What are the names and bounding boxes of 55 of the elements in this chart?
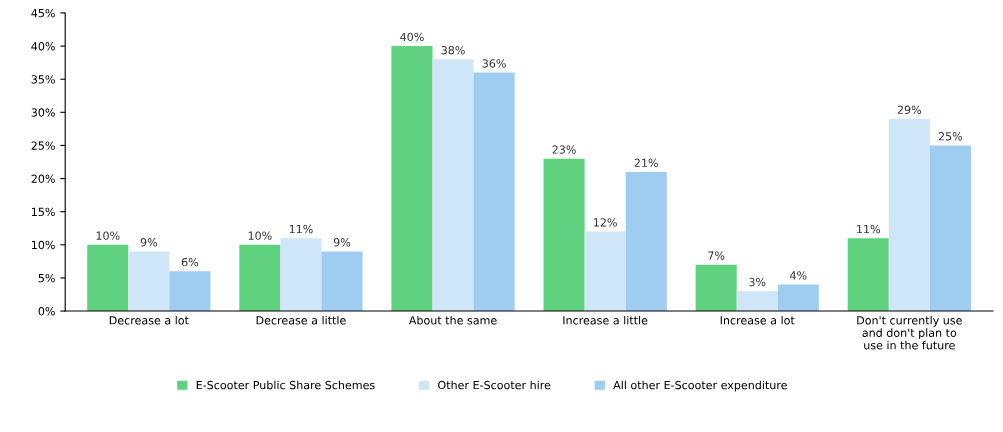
- bar: [169, 271, 211, 312]
- bar: [87, 244, 129, 312]
- bar: [929, 145, 971, 312]
- bar: [625, 171, 667, 312]
- data-label: 10%: [96, 231, 120, 240]
- data-label: 38%: [441, 45, 465, 55]
- bar: [584, 231, 626, 312]
- y-tick-label: 20%: [31, 174, 55, 183]
- y-tick-label: 45%: [31, 8, 55, 18]
- y-tick-label: 5%: [38, 273, 55, 283]
- data-label: 4%: [790, 271, 807, 280]
- data-label: 9%: [333, 238, 351, 247]
- bar: [543, 158, 585, 312]
- legend-label: All other E-Scooter expenditure: [613, 380, 787, 392]
- data-label: 40%: [400, 32, 424, 42]
- bar: [239, 244, 281, 312]
- bar: [736, 291, 778, 312]
- y-tick-label: 40%: [31, 42, 55, 51]
- bar: [473, 72, 515, 312]
- bar: [128, 251, 170, 312]
- x-tick-label: Increase a lot: [720, 315, 795, 325]
- bar: [321, 251, 363, 312]
- y-tick-label: 0%: [38, 307, 55, 316]
- data-label: 3%: [749, 277, 766, 287]
- bar: [888, 118, 930, 312]
- data-label: 7%: [708, 251, 725, 260]
- data-label: 9%: [140, 238, 158, 247]
- x-tick-label: Increase a little: [563, 315, 648, 325]
- legend-label: E-Scooter Public Share Schemes: [196, 380, 375, 390]
- x-tick-label: Decrease a little: [256, 315, 346, 325]
- x-tick-label: Decrease a lot: [109, 315, 189, 325]
- data-label: 11%: [857, 224, 880, 234]
- data-label: 29%: [897, 105, 922, 115]
- bar: [391, 46, 433, 312]
- y-tick-label: 10%: [32, 240, 55, 250]
- y-tick-label: 15%: [32, 207, 55, 217]
- data-label: 25%: [938, 132, 963, 141]
- bar: [695, 264, 737, 312]
- data-label: 11%: [289, 224, 313, 234]
- y-tick-label: 25%: [31, 141, 55, 150]
- data-label: 10%: [248, 231, 272, 240]
- bar: [432, 59, 474, 312]
- bar: [777, 284, 819, 312]
- legend-label: Other E-Scooter hire: [438, 380, 551, 390]
- data-label: 6%: [181, 257, 199, 267]
- y-tick-label: 30%: [31, 108, 55, 117]
- y-tick-label: 35%: [31, 75, 55, 84]
- x-tick-label: Don't currently use and don't plan to use in the future: [857, 315, 962, 350]
- data-label: 21%: [634, 158, 658, 168]
- data-label: 23%: [552, 145, 576, 154]
- data-label: 36%: [482, 59, 506, 68]
- bar: [280, 238, 322, 312]
- bar: [847, 238, 889, 312]
- data-label: 12%: [594, 218, 617, 227]
- x-tick-label: About the same: [408, 315, 497, 325]
